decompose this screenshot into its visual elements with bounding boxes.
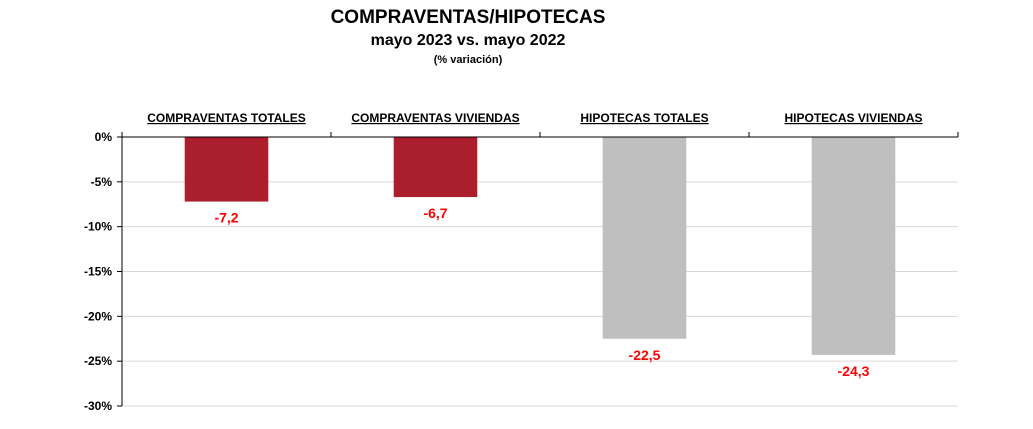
- data-label: -24,3: [838, 363, 870, 379]
- chart-subtitle: mayo 2023 vs. mayo 2022: [370, 32, 566, 49]
- category-label: COMPRAVENTAS TOTALES: [147, 111, 305, 125]
- category-label: COMPRAVENTAS VIVIENDAS: [351, 111, 519, 125]
- bars: [184, 137, 896, 355]
- chart-title: COMPRAVENTAS/HIPOTECAS: [330, 7, 606, 28]
- labels: COMPRAVENTAS TOTALES -7,2 COMPRAVENTAS VIV…: [147, 111, 922, 379]
- y-tick-label: -20%: [84, 309, 112, 323]
- bar: [393, 137, 478, 198]
- chart-title-block: COMPRAVENTAS/HIPOTECAS mayo 2023 vs. may…: [0, 6, 936, 68]
- axes: 0% -5% -10% -15% -20% -25% -30%: [84, 130, 959, 413]
- category-label: HIPOTECAS VIVIENDAS: [784, 111, 922, 125]
- chart-note: (% variación): [433, 54, 503, 66]
- bar: [184, 137, 269, 202]
- data-label: -6,7: [423, 205, 447, 221]
- data-label: -7,2: [214, 210, 238, 226]
- y-tick-label: -15%: [84, 265, 112, 279]
- bar: [602, 137, 687, 339]
- y-tick-label: -10%: [84, 220, 112, 234]
- category-label: HIPOTECAS TOTALES: [580, 111, 708, 125]
- data-label: -22,5: [629, 347, 661, 363]
- y-tick-label: -30%: [84, 399, 112, 413]
- y-tick-label: -5%: [91, 175, 113, 189]
- y-tick-label: -25%: [84, 354, 112, 368]
- y-tick-label: 0%: [95, 130, 113, 144]
- bar: [811, 137, 896, 355]
